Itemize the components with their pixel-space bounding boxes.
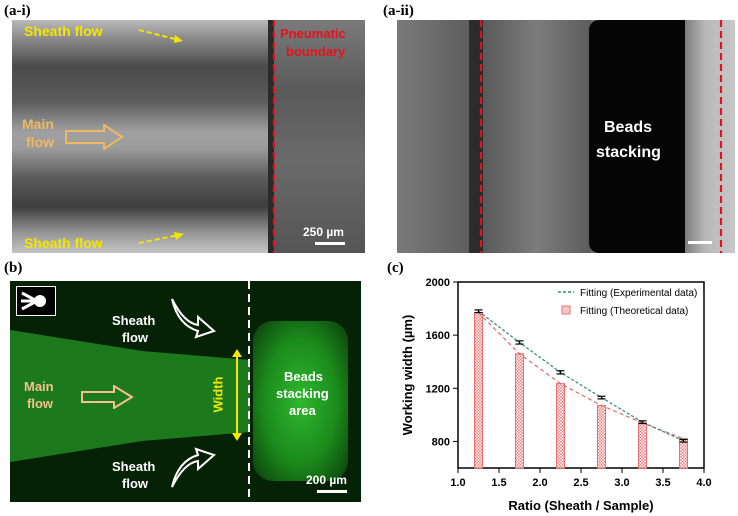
x-tick-label: 2.5 <box>573 477 588 489</box>
y-tick-label: 800 <box>432 436 450 448</box>
main-flow-label-line2: flow <box>26 134 54 150</box>
beads-stack-region <box>589 20 685 253</box>
boundary-line <box>248 281 250 502</box>
fluorescence-panel: Sheath flow Main flow Width Beads stacki… <box>10 281 361 502</box>
micrograph-sheath-flow-panel: Sheath flow Main flow Pneumatic boundary… <box>12 20 365 253</box>
width-double-arrow <box>232 349 242 441</box>
arrow-right-icon <box>81 385 134 409</box>
x-tick-label: 4.0 <box>696 477 711 489</box>
curved-arrow-icon <box>171 298 216 339</box>
sheath-flow-bottom-label: Sheath flow <box>24 235 103 251</box>
beads-stacking-label-line2: stacking <box>596 144 661 161</box>
main-flow-label-line1: Main <box>22 116 54 132</box>
channel-icon <box>16 286 56 316</box>
pneumatic-boundary-label-line1: Pneumatic <box>280 26 346 41</box>
y-tick-label: 1200 <box>426 383 450 395</box>
panel-label-c: (c) <box>387 260 404 276</box>
y-axis-label: Working width (µm) <box>400 315 415 436</box>
y-tick-label: 2000 <box>426 277 450 289</box>
bright-region <box>685 20 735 253</box>
bar <box>515 353 524 469</box>
working-width-chart: 800 1200 1600 2000 1.0 1.5 2.0 2.5 3.0 3.5 4.0 Fit… <box>400 277 712 513</box>
arrow-icon <box>138 232 184 244</box>
sheath-flow-top-label-line2: flow <box>122 330 148 345</box>
flow-texture-region <box>483 20 591 253</box>
main-flow-label-line2: flow <box>27 396 53 411</box>
curved-arrow-icon <box>171 447 216 488</box>
beads-stacking-region <box>253 321 348 481</box>
boundary-line-right <box>719 20 723 253</box>
scale-bar-label: 200 µm <box>306 473 347 487</box>
panel-label-a-i: (a-i) <box>4 3 31 19</box>
channel-wall <box>469 20 483 253</box>
bar <box>679 438 688 469</box>
x-tick-label: 2.0 <box>532 477 547 489</box>
pneumatic-boundary-label-line2: boundary <box>286 44 346 59</box>
main-flow-label-line1: Main <box>24 379 54 394</box>
sheath-flow-bottom-label-line2: flow <box>122 476 148 491</box>
scale-bar <box>315 242 345 245</box>
channel-wall <box>268 20 274 253</box>
legend-theoretical-swatch <box>561 305 571 315</box>
pneumatic-boundary-line <box>272 20 276 253</box>
beads-stacking-area-label-line1: Beads <box>284 369 324 384</box>
panel-label-b: (b) <box>4 260 23 276</box>
scale-bar <box>317 490 347 493</box>
sheath-flow-top-label-line1: Sheath <box>112 313 156 328</box>
scale-bar-label: 250 µm <box>303 225 344 239</box>
left-texture-region <box>397 20 469 253</box>
panel-label-a-ii: (a-ii) <box>383 3 414 19</box>
beads-stacking-area-label-line2: stacking <box>276 386 329 401</box>
x-axis-label: Ratio (Sheath / Sample) <box>508 498 653 513</box>
bar <box>638 422 647 469</box>
micrograph-beads-stacking-panel: Beads stacking <box>397 20 735 253</box>
sheath-flow-bottom-label-line1: Sheath <box>112 459 156 474</box>
chart-legend: Fitting (Experimental data) Fitting (The… <box>558 288 697 317</box>
bar <box>597 405 606 469</box>
x-tick-label: 1.5 <box>491 477 506 489</box>
scale-bar <box>688 241 712 244</box>
x-tick-label: 1.0 <box>450 477 465 489</box>
pneumatic-region <box>274 20 365 253</box>
sheath-flow-top-label: Sheath flow <box>24 23 103 39</box>
beads-stacking-area-label-line3: area <box>289 403 316 418</box>
experimental-fit-line <box>478 310 684 442</box>
arrow-icon <box>138 29 183 43</box>
bar <box>474 312 483 469</box>
width-label: Width <box>210 376 226 413</box>
arrow-right-icon <box>65 124 124 150</box>
legend-theoretical-label: Fitting (Theoretical data) <box>580 306 688 317</box>
x-tick-label: 3.0 <box>614 477 629 489</box>
y-tick-label: 1600 <box>426 330 450 342</box>
legend-experimental-label: Fitting (Experimental data) <box>580 288 697 299</box>
theoretical-fit-line <box>478 312 684 440</box>
boundary-line-left <box>479 20 483 253</box>
beads-stacking-label-line1: Beads <box>604 119 653 136</box>
x-tick-label: 3.5 <box>655 477 670 489</box>
bar <box>556 383 565 469</box>
